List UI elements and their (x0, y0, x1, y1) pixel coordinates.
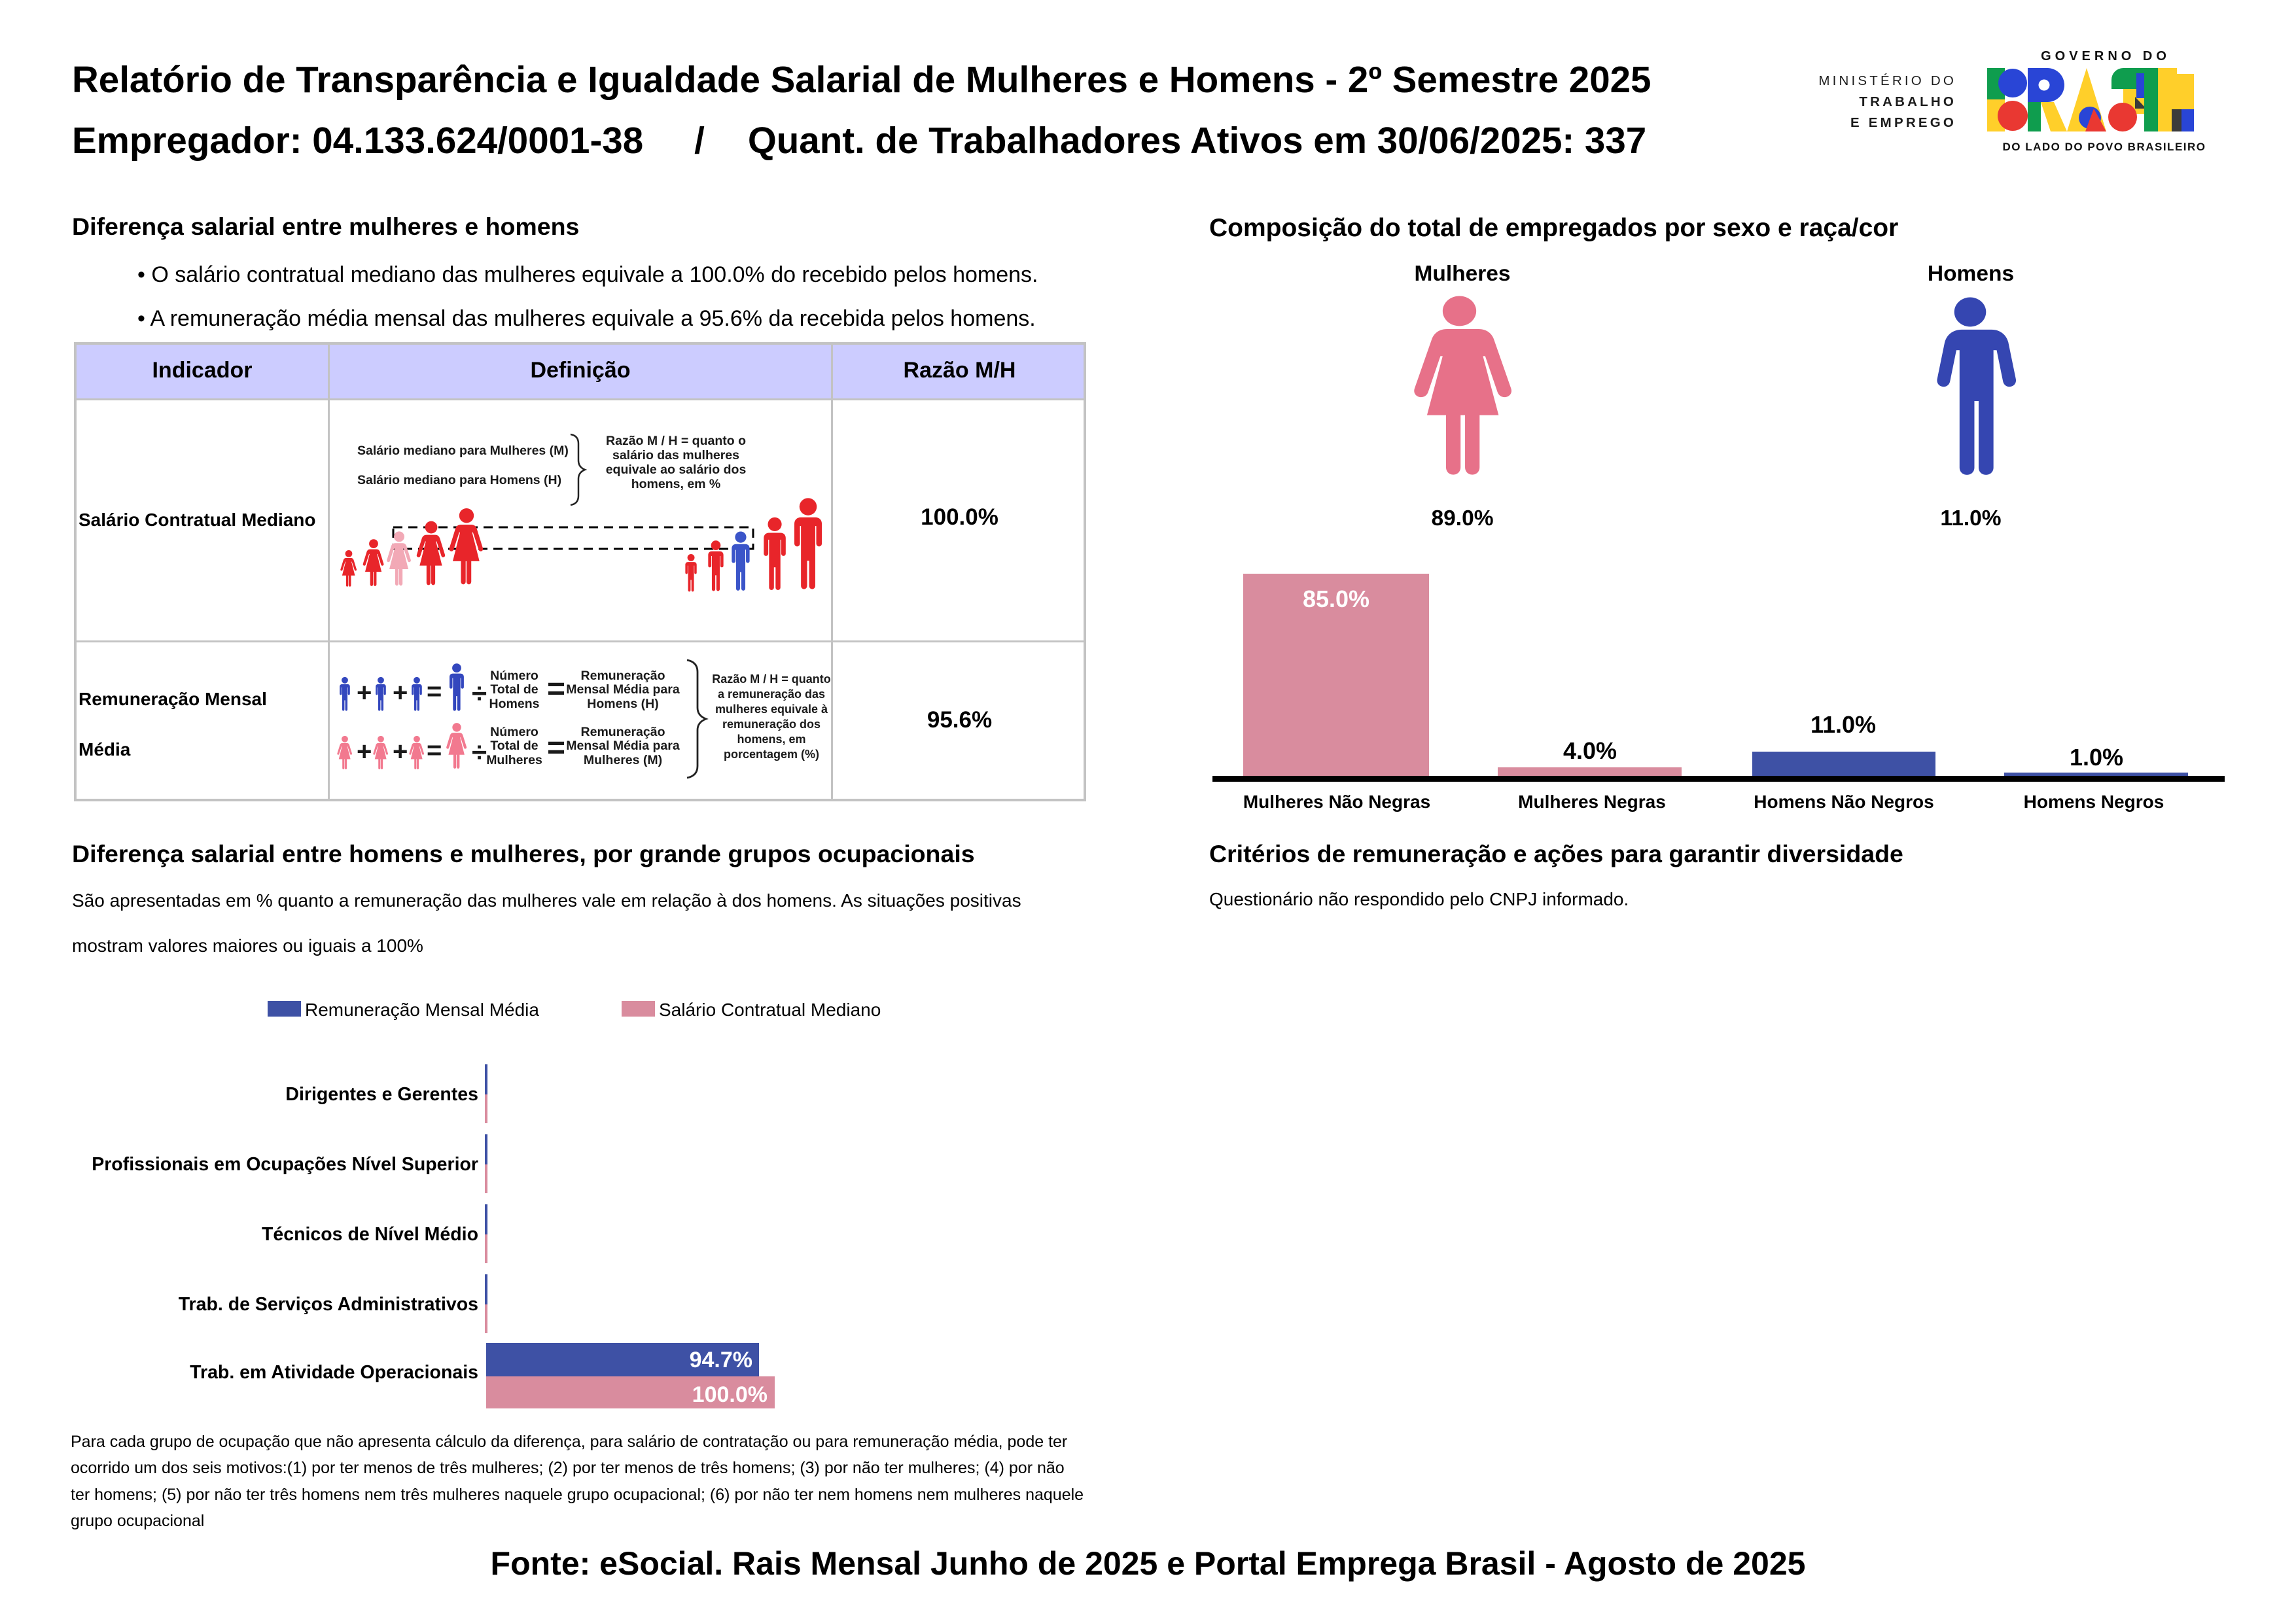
svg-text:Mulheres (M): Mulheres (M) (584, 753, 662, 767)
svg-text:mulheres equivale à: mulheres equivale à (715, 703, 828, 716)
svg-text:+: + (393, 737, 408, 766)
svg-text:+: + (357, 737, 372, 766)
svg-text:Salário mediano para Mulheres: Salário mediano para Mulheres (M) (357, 444, 569, 458)
svg-text:remuneração dos: remuneração dos (722, 718, 821, 731)
svg-text:+: + (357, 678, 372, 707)
svg-text:+: + (393, 678, 408, 707)
svg-text:=: = (547, 731, 565, 765)
svg-text:Remuneração: Remuneração (581, 669, 665, 683)
svg-text:Salário mediano para Homens (H: Salário mediano para Homens (H) (357, 473, 561, 487)
svg-text:=: = (427, 736, 442, 765)
svg-text:=: = (427, 677, 442, 706)
svg-text:÷: ÷ (472, 678, 487, 708)
svg-text:Número: Número (490, 725, 539, 739)
svg-text:Razão M / H = quanto: Razão M / H = quanto (712, 672, 831, 686)
svg-text:Número: Número (490, 669, 539, 683)
svg-text:Remuneração: Remuneração (581, 725, 665, 739)
svg-text:Total de: Total de (490, 682, 538, 697)
svg-text:=: = (547, 672, 565, 707)
svg-text:Total de: Total de (490, 739, 538, 753)
svg-text:Mensal Média para: Mensal Média para (566, 682, 680, 697)
svg-text:Razão M / H = quanto o: Razão M / H = quanto o (606, 434, 746, 448)
svg-text:porcentagem (%): porcentagem (%) (724, 748, 819, 761)
svg-text:equivale ao salário dos: equivale ao salário dos (606, 462, 747, 477)
svg-text:homens, em: homens, em (737, 733, 805, 746)
svg-text:Mensal Média para: Mensal Média para (566, 739, 680, 753)
svg-text:Homens: Homens (489, 697, 540, 711)
svg-text:a remuneração das: a remuneração das (718, 688, 825, 701)
svg-text:Mulheres: Mulheres (486, 753, 542, 767)
svg-text:salário das mulheres: salário das mulheres (612, 448, 739, 462)
svg-text:Homens (H): Homens (H) (587, 697, 658, 711)
svg-text:÷: ÷ (472, 737, 487, 767)
svg-text:homens, em %: homens, em % (631, 477, 721, 491)
